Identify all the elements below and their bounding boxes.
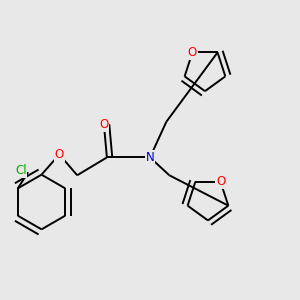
Text: Cl: Cl (15, 164, 26, 177)
Text: O: O (216, 175, 225, 188)
Text: O: O (188, 46, 197, 59)
Text: N: N (146, 151, 154, 164)
Text: O: O (99, 118, 109, 131)
Text: O: O (55, 148, 64, 161)
